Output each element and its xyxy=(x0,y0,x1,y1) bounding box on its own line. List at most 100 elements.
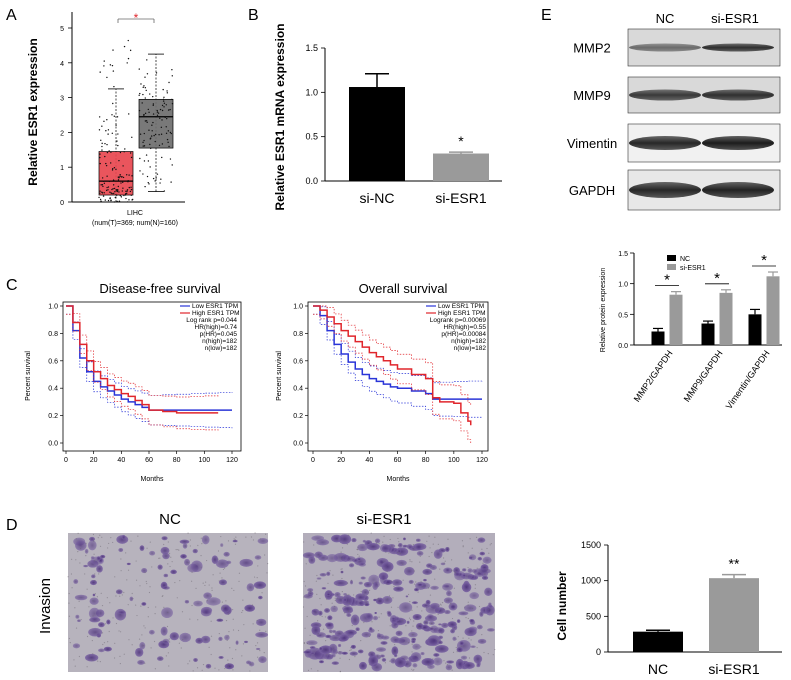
stained-cell xyxy=(75,614,80,619)
panel-a-point xyxy=(106,143,108,146)
membrane-pore xyxy=(219,572,221,574)
membrane-pore xyxy=(110,537,112,539)
panel-a-point xyxy=(115,188,117,191)
membrane-pore xyxy=(200,554,202,557)
panel-a-point xyxy=(161,104,164,107)
panel-c2-ytick-label: 0.8 xyxy=(293,331,303,338)
membrane-pore xyxy=(114,576,116,578)
membrane-pore xyxy=(428,555,430,558)
stained-cell xyxy=(161,607,173,619)
membrane-pore xyxy=(437,640,439,642)
panel-a-point xyxy=(151,124,153,126)
panel-a-point xyxy=(161,143,164,145)
membrane-pore xyxy=(337,598,339,600)
panel-a-point xyxy=(126,190,128,192)
membrane-pore xyxy=(346,594,348,596)
stained-cell xyxy=(316,577,322,580)
panel-e2-legend-swatch xyxy=(667,264,676,270)
stained-cell xyxy=(404,566,415,576)
membrane-pore xyxy=(256,642,259,644)
panel-a-point xyxy=(144,185,146,188)
stained-cell xyxy=(162,552,170,560)
stained-cell xyxy=(395,630,403,636)
panel-a-point xyxy=(114,196,117,199)
membrane-pore xyxy=(123,591,125,594)
western-band xyxy=(629,136,701,150)
membrane-pore xyxy=(417,591,419,593)
membrane-pore xyxy=(70,558,73,560)
panel-a-point xyxy=(149,147,152,150)
panel-d-ytick-label: 1500 xyxy=(581,540,601,550)
stained-cell xyxy=(468,554,477,561)
membrane-pore xyxy=(488,608,490,611)
membrane-pore xyxy=(333,605,336,608)
membrane-pore xyxy=(475,536,478,538)
panel-b-bar xyxy=(349,87,405,181)
panel-d-bar xyxy=(633,631,683,652)
panel-a-point xyxy=(149,138,151,140)
membrane-pore xyxy=(242,643,245,645)
stained-cell xyxy=(355,593,366,601)
stained-cell xyxy=(332,630,337,633)
panel-c2-stat-line: p(HR)=0.00084 xyxy=(441,331,486,338)
membrane-pore xyxy=(218,580,220,582)
stained-cell xyxy=(397,543,403,548)
western-siesr1-label: si-ESR1 xyxy=(711,11,759,26)
membrane-pore xyxy=(165,655,167,657)
membrane-pore xyxy=(210,620,212,622)
membrane-pore xyxy=(208,646,210,648)
membrane-pore xyxy=(382,541,384,543)
membrane-pore xyxy=(460,645,462,647)
membrane-pore xyxy=(265,533,267,535)
panel-e2-bar xyxy=(719,292,733,345)
panel-a-point xyxy=(142,141,144,144)
stained-cell xyxy=(195,637,204,644)
membrane-pore xyxy=(140,605,142,607)
membrane-pore xyxy=(167,652,169,654)
panel-a-point xyxy=(127,39,129,42)
panel-a-point xyxy=(163,190,166,192)
western-row-label: Vimentin xyxy=(567,136,617,151)
membrane-pore xyxy=(482,562,484,564)
panel-a-point xyxy=(110,162,112,164)
membrane-pore xyxy=(368,664,371,666)
panel-a-point xyxy=(161,156,163,159)
membrane-pore xyxy=(407,593,410,596)
membrane-pore xyxy=(453,570,456,572)
membrane-pore xyxy=(383,535,385,537)
membrane-pore xyxy=(325,639,327,642)
membrane-pore xyxy=(161,595,163,597)
stained-cell xyxy=(482,556,492,564)
stained-cell xyxy=(381,561,394,572)
membrane-pore xyxy=(168,638,170,640)
panel-a-point xyxy=(160,178,162,180)
western-band xyxy=(702,89,774,101)
panel-a-point xyxy=(159,117,161,120)
stained-cell xyxy=(355,627,360,632)
panel-a-point xyxy=(160,133,163,135)
membrane-pore xyxy=(170,556,172,558)
stained-cell xyxy=(232,539,238,543)
membrane-pore xyxy=(93,560,95,562)
membrane-pore xyxy=(211,587,213,589)
panel-a-point xyxy=(103,182,106,184)
panel-a-point xyxy=(112,102,114,105)
stained-cell xyxy=(346,613,352,617)
membrane-pore xyxy=(92,600,94,602)
membrane-pore xyxy=(241,655,243,657)
stained-cell xyxy=(425,604,441,614)
stained-cell xyxy=(446,660,455,664)
stained-cell xyxy=(374,538,381,544)
membrane-pore xyxy=(210,635,213,637)
membrane-pore xyxy=(178,549,180,551)
western-nc-label: NC xyxy=(656,11,675,26)
membrane-pore xyxy=(197,544,199,547)
panel-a-point xyxy=(143,145,146,147)
panel-a-point xyxy=(122,181,124,184)
membrane-pore xyxy=(144,662,146,664)
membrane-pore xyxy=(320,604,322,606)
panel-a-point xyxy=(115,124,117,126)
membrane-pore xyxy=(115,622,118,625)
membrane-pore xyxy=(222,606,224,608)
stained-cell xyxy=(343,597,347,603)
